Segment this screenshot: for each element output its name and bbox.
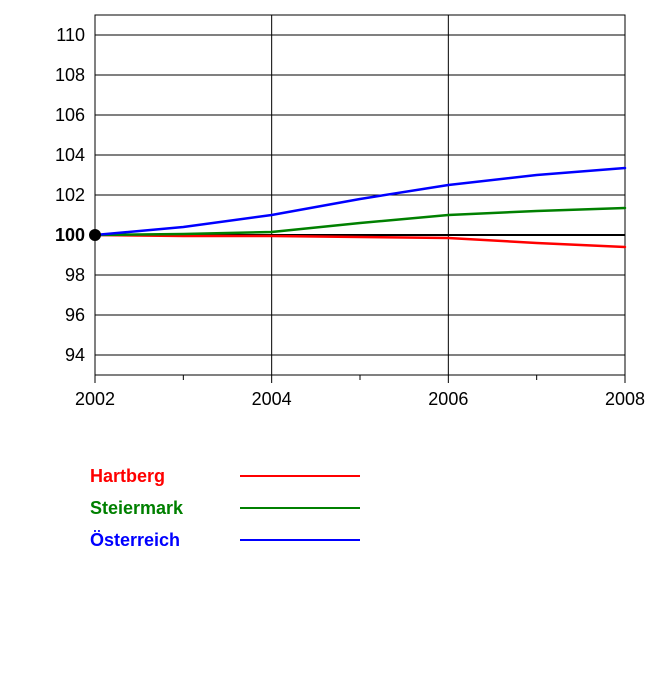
y-tick-label: 108 <box>55 65 85 85</box>
legend-label: Österreich <box>90 530 240 551</box>
y-tick-label: 94 <box>65 345 85 365</box>
line-chart: 94 96 98 100 102 104 106 108 110 2002 2004 2006 2008… <box>0 0 662 696</box>
y-tick-label: 110 <box>56 25 85 45</box>
legend-label: Steiermark <box>90 498 240 519</box>
y-tick-label: 98 <box>65 265 85 285</box>
legend-line <box>240 475 360 478</box>
y-tick-label: 102 <box>55 185 85 205</box>
x-tick-label: 2002 <box>75 389 115 409</box>
chart-svg: 94 96 98 100 102 104 106 108 110 2002 2004 2006 2008 <box>0 0 662 696</box>
series-line <box>95 235 625 247</box>
legend-line <box>240 539 360 542</box>
y-tick-label: 106 <box>55 105 85 125</box>
series-line <box>95 208 625 235</box>
legend-item: Hartberg <box>90 460 360 492</box>
legend: Hartberg Steiermark Österreich <box>90 460 360 556</box>
legend-item: Steiermark <box>90 492 360 524</box>
start-marker <box>89 229 101 241</box>
series-line <box>95 168 625 235</box>
x-tick-label: 2006 <box>428 389 468 409</box>
x-tick-label: 2008 <box>605 389 645 409</box>
legend-item: Österreich <box>90 524 360 556</box>
legend-line <box>240 507 360 510</box>
x-tick-label: 2004 <box>252 389 292 409</box>
y-tick-label: 96 <box>65 305 85 325</box>
y-tick-label: 104 <box>55 145 85 165</box>
legend-label: Hartberg <box>90 466 240 487</box>
y-tick-label: 100 <box>55 225 85 245</box>
